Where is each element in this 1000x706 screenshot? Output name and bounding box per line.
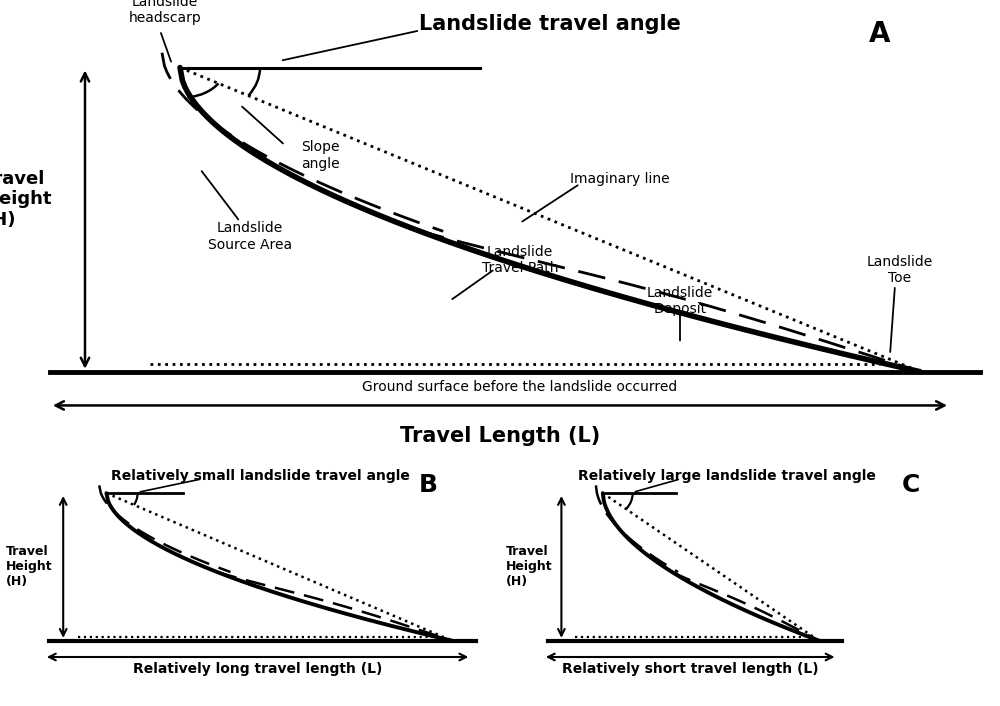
Text: Travel
Height
(H): Travel Height (H) [6,546,53,588]
Text: Landslide
Deposit: Landslide Deposit [647,286,713,316]
Text: Landslide travel angle: Landslide travel angle [419,13,681,34]
Text: B: B [418,474,438,497]
Text: Relatively long travel length (L): Relatively long travel length (L) [133,662,382,676]
Text: Travel
Height
(H): Travel Height (H) [0,169,52,229]
Text: Travel
Height
(H): Travel Height (H) [506,546,553,588]
Text: Landslide
headscarp: Landslide headscarp [129,0,201,25]
Text: Relatively short travel length (L): Relatively short travel length (L) [562,662,819,676]
Text: Landslide
Travel Path: Landslide Travel Path [482,245,558,275]
Text: Imaginary line: Imaginary line [570,172,670,186]
Text: Landslide
Source Area: Landslide Source Area [208,222,292,251]
Text: Ground surface before the landslide occurred: Ground surface before the landslide occu… [362,380,678,393]
Text: Relatively small landslide travel angle: Relatively small landslide travel angle [111,469,409,483]
Text: Relatively large landslide travel angle: Relatively large landslide travel angle [578,469,876,483]
Text: Travel Length (L): Travel Length (L) [400,426,600,446]
Text: Landslide
Toe: Landslide Toe [867,255,933,285]
Text: Slope
angle: Slope angle [301,140,339,171]
Text: A: A [869,20,891,48]
Text: C: C [902,474,920,497]
